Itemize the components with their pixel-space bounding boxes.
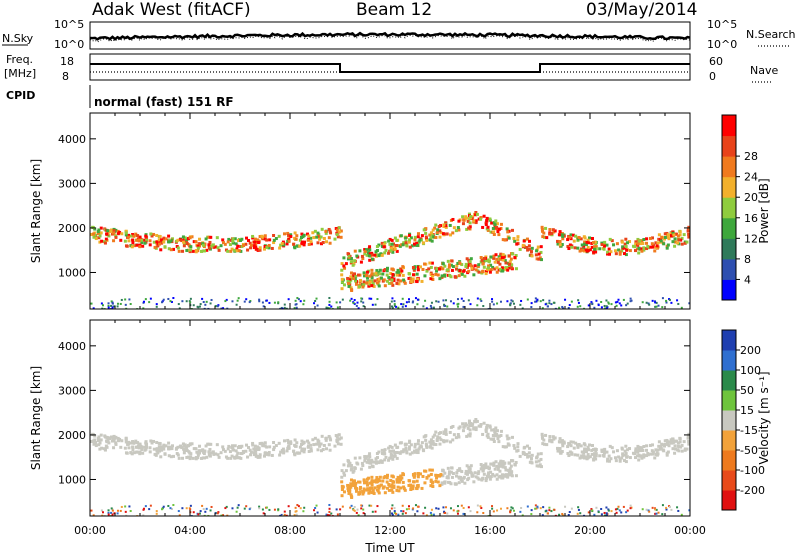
radar-title: Adak West (fitACF) (92, 0, 251, 20)
velocity-colorbar-tick-0: 200 (740, 344, 761, 357)
xtick-5: 20:00 (574, 524, 606, 537)
xtick-3: 12:00 (374, 524, 406, 537)
freq-panel: Freq. [MHz] 18 8 60 0 Nave (4, 53, 778, 83)
freq-label: Freq. (6, 53, 33, 66)
velocity-colorbar-swatch-8 (722, 330, 736, 351)
velocity-ytick-1: 2000 (58, 429, 86, 442)
power-colorbar-swatch-4 (722, 197, 736, 219)
cpid-text: normal (fast) 151 RF (94, 95, 234, 109)
power-colorbar-swatch-5 (722, 176, 736, 198)
power-colorbar-swatch-7 (722, 135, 736, 157)
freq-tick-bottom: 8 (62, 70, 69, 83)
velocity-colorbar-tick-1: 100 (740, 364, 761, 377)
power-colorbar-swatch-2 (722, 238, 736, 260)
velocity-colorbar-tick-4: -15 (740, 424, 758, 437)
xtick-6: 00:00 (674, 524, 706, 537)
velocity-colorbar-swatch-2 (722, 450, 736, 471)
velocity-colorbar-tick-2: 50 (740, 384, 754, 397)
nave-label: Nave (750, 64, 778, 77)
power-colorbar-tick-0: 4 (744, 273, 751, 286)
x-axis-label: Time UT (364, 541, 415, 554)
noise-right-tick-bottom: 10^0 (707, 38, 737, 51)
noise-right-tick-top: 10^5 (707, 18, 737, 31)
power-colorbar: 4 8 12 16 20 24 28 (721, 114, 758, 301)
power-panel: 1000 2000 3000 4000 Slant Range [km] 4 8 12 16… (29, 112, 771, 310)
velocity-colorbar-tick-7: -200 (740, 484, 765, 497)
velocity-colorbar-label: Velocity [m s⁻¹] (757, 371, 771, 464)
power-ytick-1: 2000 (58, 222, 86, 235)
power-colorbar-swatch-1 (722, 258, 736, 280)
velocity-colorbar-swatch-0 (722, 490, 736, 511)
power-ytick-0: 1000 (58, 266, 86, 279)
xtick-0: 00:00 (74, 524, 106, 537)
power-colorbar-tick-4: 20 (744, 191, 758, 204)
freq-tick-top: 18 (60, 55, 74, 68)
power-colorbar-tick-1: 8 (744, 253, 751, 266)
noise-tick-top: 10^5 (54, 18, 84, 31)
velocity-scatter (90, 418, 690, 516)
power-ytick-3: 4000 (58, 133, 86, 146)
power-colorbar-tick-3: 16 (744, 212, 758, 225)
velocity-colorbar-tick-3: 15 (740, 404, 754, 417)
power-colorbar-label: Power [dB] (757, 178, 771, 243)
power-colorbar-tick-5: 24 (744, 171, 758, 184)
xtick-4: 16:00 (474, 524, 506, 537)
nave-tick-top: 60 (709, 55, 723, 68)
velocity-ytick-0: 1000 (58, 473, 86, 486)
noise-sky-trace (89, 31, 691, 41)
nave-tick-bottom: 0 (709, 70, 716, 83)
velocity-colorbar-tick-6: -100 (740, 464, 765, 477)
power-colorbar-tick-2: 12 (744, 232, 758, 245)
noise-search-trace (89, 33, 691, 43)
power-scatter (90, 211, 690, 309)
velocity-ytick-3: 4000 (58, 340, 86, 353)
freq-unit-label: [MHz] (4, 67, 36, 80)
beam-label: Beam 12 (356, 0, 433, 20)
freq-trace (90, 63, 690, 73)
xtick-1: 04:00 (174, 524, 206, 537)
velocity-colorbar: 200 100 50 15 -15 -50 -100 -200 (721, 329, 765, 511)
noise-tick-bottom: 10^0 (54, 38, 84, 51)
cpid-panel: CPID normal (fast) 151 RF (6, 85, 234, 109)
velocity-colorbar-tick-5: -50 (740, 444, 758, 457)
power-colorbar-swatch-8 (722, 115, 736, 137)
power-ylabel: Slant Range [km] (29, 159, 43, 263)
power-colorbar-swatch-3 (722, 217, 736, 239)
velocity-colorbar-swatch-5 (722, 390, 736, 411)
velocity-ylabel: Slant Range [km] (29, 366, 43, 470)
velocity-panel: 1000 2000 3000 4000 00:00 04:00 08:00 12:00 16:0… (29, 319, 771, 554)
date-label: 03/May/2014 (586, 0, 698, 20)
power-colorbar-tick-6: 28 (744, 150, 758, 163)
velocity-colorbar-swatch-6 (722, 370, 736, 391)
velocity-colorbar-swatch-7 (722, 350, 736, 371)
power-ytick-2: 3000 (58, 177, 86, 190)
noise-panel: N.Sky 10^5 10^0 10^5 10^0 N.Search (2, 18, 796, 51)
velocity-colorbar-swatch-4 (722, 410, 736, 431)
velocity-colorbar-swatch-3 (722, 430, 736, 451)
velocity-colorbar-swatch-1 (722, 470, 736, 491)
cpid-label: CPID (6, 89, 35, 102)
noise-sky-label: N.Sky (2, 32, 34, 45)
xtick-2: 08:00 (274, 524, 306, 537)
power-colorbar-swatch-6 (722, 156, 736, 178)
power-colorbar-swatch-0 (722, 279, 736, 301)
noise-search-label: N.Search (746, 28, 796, 41)
velocity-ytick-2: 3000 (58, 384, 86, 397)
